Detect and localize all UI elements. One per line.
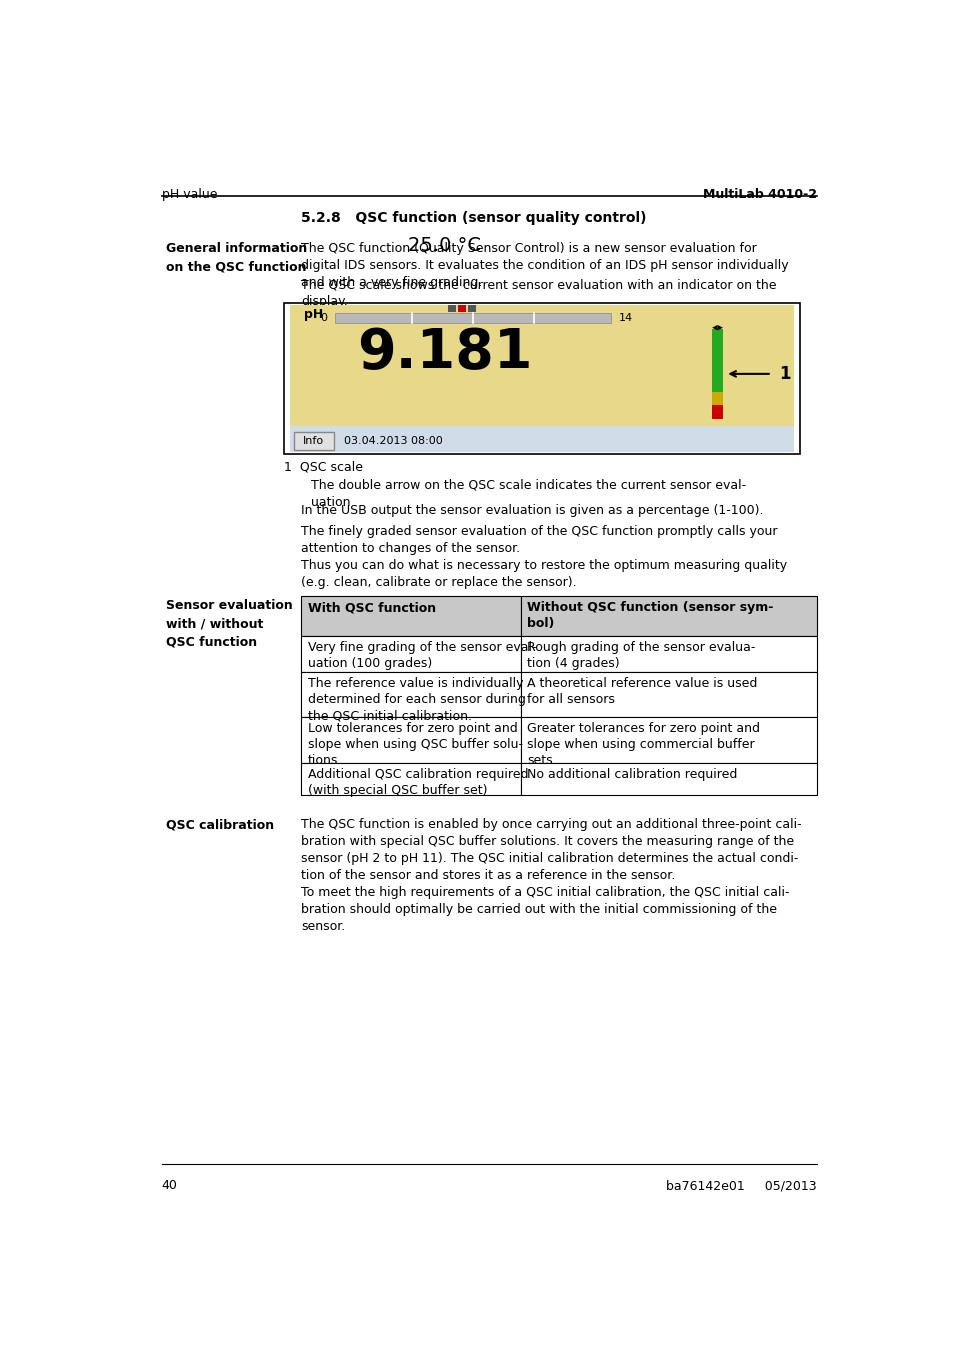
Text: The double arrow on the QSC scale indicates the current sensor eval-
uation: The double arrow on the QSC scale indica…	[311, 478, 746, 508]
Bar	[520, 671, 816, 716]
Bar	[711, 330, 722, 392]
Text: The QSC scale shows the current sensor evaluation with an indicator on the
displ: The QSC scale shows the current sensor e…	[301, 278, 776, 308]
Text: General information
on the QSC function: General information on the QSC function	[166, 242, 307, 273]
Text: The QSC function (Quality Sensor Control) is a new sensor evaluation for
digital: The QSC function (Quality Sensor Control…	[301, 242, 788, 289]
Text: Greater tolerances for zero point and
slope when using commercial buffer
sets: Greater tolerances for zero point and sl…	[526, 721, 760, 767]
Text: No additional calibration required: No additional calibration required	[526, 769, 737, 781]
Text: With QSC function: With QSC function	[307, 601, 436, 613]
Text: The finely graded sensor evaluation of the QSC function promptly calls your
atte: The finely graded sensor evaluation of t…	[301, 524, 786, 589]
Bar	[301, 671, 520, 716]
Bar	[301, 596, 520, 636]
Text: 14: 14	[618, 312, 632, 323]
Text: pH value: pH value	[162, 188, 217, 200]
Bar	[711, 392, 722, 405]
Text: Low tolerances for zero point and
slope when using QSC buffer solu-
tions: Low tolerances for zero point and slope …	[307, 721, 522, 767]
Bar	[283, 303, 799, 454]
Bar	[301, 636, 520, 671]
Text: Rough grading of the sensor evalua-
tion (4 grades): Rough grading of the sensor evalua- tion…	[526, 642, 755, 670]
Bar	[448, 305, 456, 312]
Text: pH: pH	[303, 308, 323, 322]
Bar	[711, 405, 722, 419]
Text: Info: Info	[303, 436, 324, 446]
Bar	[301, 763, 520, 794]
Text: A theoretical reference value is used
for all sensors: A theoretical reference value is used fo…	[526, 677, 757, 707]
Bar	[520, 636, 816, 671]
Text: In the USB output the sensor evaluation is given as a percentage (1-100).: In the USB output the sensor evaluation …	[301, 504, 763, 517]
Text: 9.181: 9.181	[356, 326, 532, 380]
Bar	[290, 304, 793, 426]
Polygon shape	[717, 326, 722, 331]
Text: The reference value is individually
determined for each sensor during
the QSC in: The reference value is individually dete…	[307, 677, 525, 723]
Text: 1  QSC scale: 1 QSC scale	[283, 461, 362, 473]
Bar	[301, 716, 520, 763]
Text: 25.0 °C: 25.0 °C	[408, 236, 480, 255]
Bar	[468, 305, 476, 312]
Text: 40: 40	[162, 1179, 177, 1193]
Bar	[520, 596, 816, 636]
Text: Additional QSC calibration required
(with special QSC buffer set): Additional QSC calibration required (wit…	[307, 769, 528, 797]
Text: 0: 0	[320, 312, 328, 323]
Text: Without QSC function (sensor sym-
bol): Without QSC function (sensor sym- bol)	[526, 601, 773, 630]
Text: ba76142e01     05/2013: ba76142e01 05/2013	[665, 1179, 816, 1193]
Bar	[294, 431, 334, 450]
Polygon shape	[711, 326, 717, 331]
Text: Sensor evaluation
with / without
QSC function: Sensor evaluation with / without QSC fun…	[166, 600, 293, 648]
Text: QSC calibration: QSC calibration	[166, 819, 274, 831]
Text: Very fine grading of the sensor eval-
uation (100 grades): Very fine grading of the sensor eval- ua…	[307, 642, 536, 670]
Bar	[290, 426, 793, 453]
Text: 1: 1	[779, 365, 790, 382]
Text: MultiLab 4010-2: MultiLab 4010-2	[702, 188, 816, 200]
Bar	[520, 716, 816, 763]
Bar	[335, 312, 611, 323]
Text: 03.04.2013 08:00: 03.04.2013 08:00	[344, 436, 442, 446]
Text: 5.2.8   QSC function (sensor quality control): 5.2.8 QSC function (sensor quality contr…	[301, 211, 646, 226]
Text: The QSC function is enabled by once carrying out an additional three-point cali-: The QSC function is enabled by once carr…	[301, 819, 801, 934]
Bar	[520, 763, 816, 794]
Bar	[457, 305, 465, 312]
